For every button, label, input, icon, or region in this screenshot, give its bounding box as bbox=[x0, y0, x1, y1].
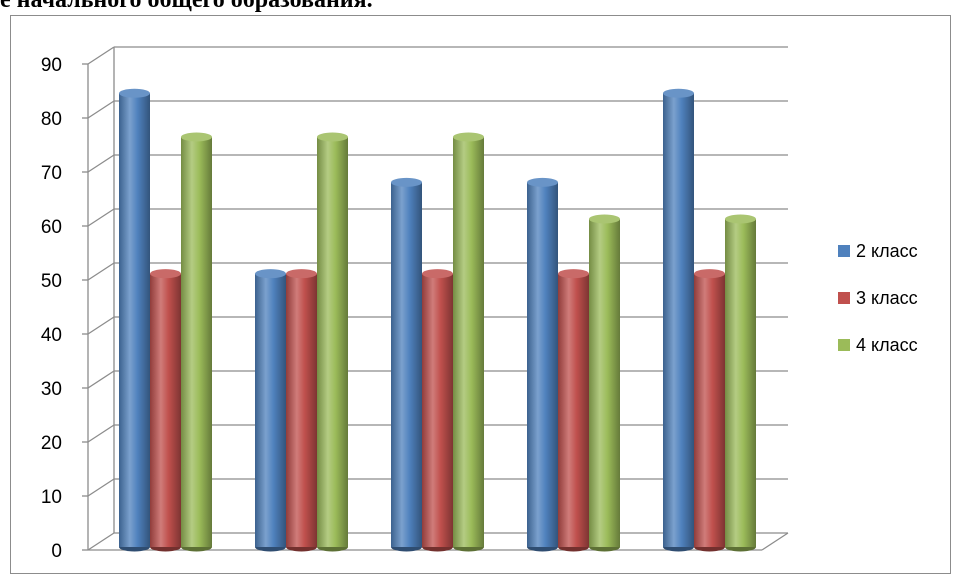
chart-frame bbox=[10, 15, 951, 574]
y-tick-label: 20 bbox=[41, 433, 62, 454]
gridline-depth bbox=[87, 478, 115, 497]
bar-top bbox=[255, 269, 286, 279]
chart-legend: 2 класс 3 класс 4 класс bbox=[838, 239, 918, 380]
gridline-depth bbox=[87, 46, 115, 65]
bar bbox=[119, 93, 150, 548]
document-heading: е начального общего образования. bbox=[0, 0, 373, 13]
bar-top bbox=[181, 132, 212, 142]
bar bbox=[663, 93, 694, 548]
floor-right-edge bbox=[761, 532, 789, 551]
bar bbox=[453, 137, 484, 547]
gridline-depth bbox=[87, 370, 115, 389]
legend-swatch bbox=[838, 339, 850, 351]
bar-top bbox=[558, 269, 589, 279]
bar bbox=[150, 273, 181, 547]
y-tick-label: 30 bbox=[41, 379, 62, 400]
bar-top bbox=[453, 132, 484, 142]
gridline-depth bbox=[87, 262, 115, 281]
bar bbox=[317, 137, 348, 547]
legend-swatch bbox=[838, 292, 850, 304]
gridline-depth bbox=[87, 208, 115, 227]
legend-item-2-class: 2 класс bbox=[838, 239, 918, 263]
legend-item-3-class: 3 класс bbox=[838, 286, 918, 310]
y-tick-label: 90 bbox=[41, 55, 62, 76]
legend-swatch bbox=[838, 245, 850, 257]
legend-item-4-class: 4 класс bbox=[838, 333, 918, 357]
gridline-depth bbox=[87, 532, 115, 551]
bar bbox=[725, 219, 756, 547]
bar-top bbox=[317, 132, 348, 142]
bar bbox=[527, 182, 558, 547]
y-tick-label: 0 bbox=[51, 541, 62, 562]
bar-top bbox=[150, 269, 181, 279]
gridline-depth bbox=[87, 316, 115, 335]
bar-top bbox=[422, 269, 453, 279]
bar bbox=[391, 182, 422, 547]
bar bbox=[558, 273, 589, 547]
bar bbox=[181, 137, 212, 547]
bar-top bbox=[391, 177, 422, 187]
legend-label: 2 класс bbox=[856, 240, 918, 261]
bar bbox=[286, 273, 317, 547]
bar-top bbox=[527, 177, 558, 187]
bar bbox=[422, 273, 453, 547]
gridline-depth bbox=[87, 154, 115, 173]
bar-top bbox=[725, 214, 756, 224]
bar-top bbox=[663, 88, 694, 98]
bar-top bbox=[119, 88, 150, 98]
bar bbox=[255, 273, 286, 547]
y-tick-label: 50 bbox=[41, 271, 62, 292]
y-tick-label: 40 bbox=[41, 325, 62, 346]
bar-top bbox=[286, 269, 317, 279]
y-tick-label: 60 bbox=[41, 217, 62, 238]
y-tick-label: 80 bbox=[41, 109, 62, 130]
gridline-depth bbox=[87, 424, 115, 443]
bar-top bbox=[589, 214, 620, 224]
y-tick-label: 10 bbox=[41, 487, 62, 508]
bar-top bbox=[694, 269, 725, 279]
bar bbox=[694, 273, 725, 547]
legend-label: 3 класс bbox=[856, 287, 918, 308]
bar bbox=[589, 219, 620, 547]
y-tick-label: 70 bbox=[41, 163, 62, 184]
gridline-depth bbox=[87, 100, 115, 119]
legend-label: 4 класс bbox=[856, 334, 918, 355]
